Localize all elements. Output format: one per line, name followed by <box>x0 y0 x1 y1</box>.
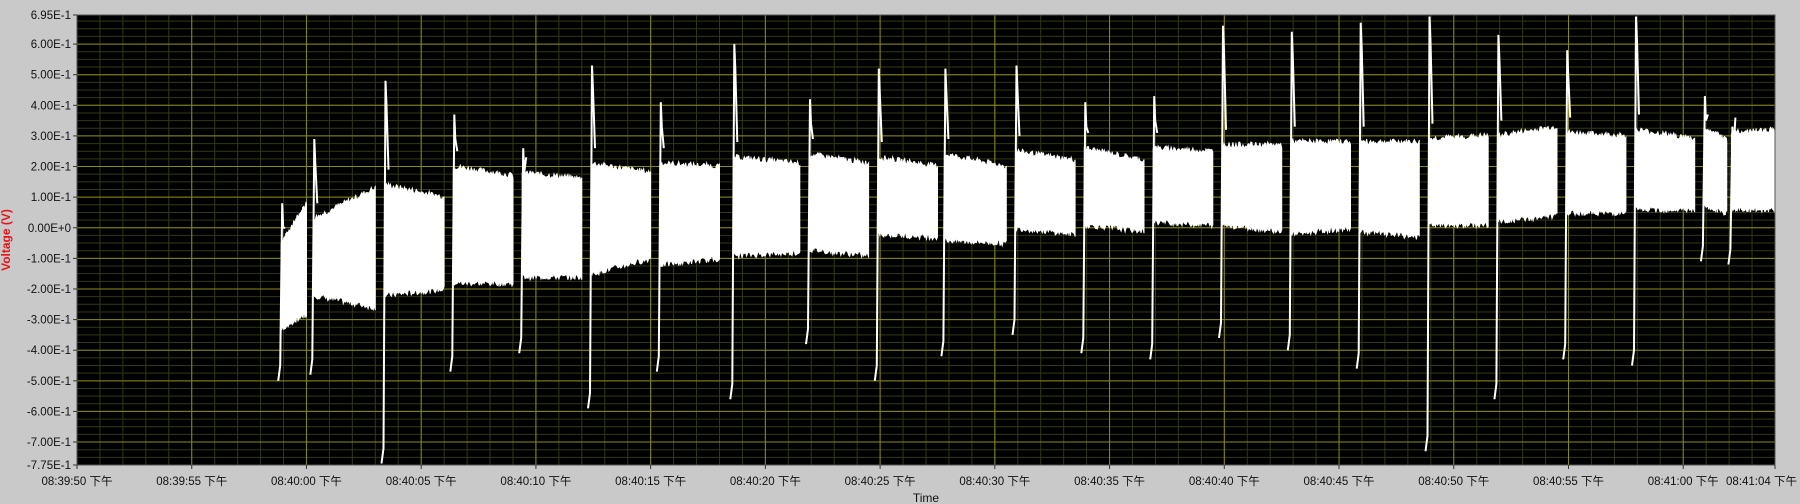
voltage-band-segment <box>590 161 652 276</box>
transient-spike <box>309 138 319 375</box>
y-tick-label: 5.00E-1 <box>31 70 71 82</box>
x-tick-label: 08:40:25 下午 <box>845 475 916 488</box>
voltage-band-segment <box>1703 127 1728 217</box>
transient-spike <box>277 203 286 381</box>
x-tick-label: 08:40:10 下午 <box>500 475 571 488</box>
transient-spike <box>1355 22 1365 369</box>
transient-spike <box>655 102 665 372</box>
x-tick-label: 08:40:30 下午 <box>959 475 1030 488</box>
x-tick-label: 08:40:45 下午 <box>1304 475 1375 488</box>
voltage-band-segment <box>808 151 870 259</box>
voltage-band-segment <box>1496 125 1558 224</box>
transient-spike <box>1149 96 1159 360</box>
y-tick-label: -4.00E-1 <box>27 345 71 357</box>
voltage-band-segment <box>452 163 514 288</box>
transient-spike <box>1493 34 1503 400</box>
y-tick-label: 2.00E-1 <box>31 162 71 174</box>
y-tick-label: 6.95E-1 <box>31 10 71 22</box>
voltage-band-segment <box>280 201 307 331</box>
voltage-band-segment <box>1428 131 1489 230</box>
x-axis-label: Time <box>913 491 940 504</box>
y-tick-label: -5.00E-1 <box>27 376 71 388</box>
transient-spike <box>587 65 596 409</box>
voltage-band-segment <box>659 160 720 268</box>
y-tick-label: -7.00E-1 <box>27 437 71 449</box>
transient-spike <box>1424 16 1434 452</box>
x-tick-label: 08:41:04 下午 <box>1726 475 1797 488</box>
y-tick-label: 1.00E-1 <box>31 192 71 204</box>
y-axis-ticks: 6.95E-1 6.00E-1 5.00E-1 4.00E-1 3.00E-1 2.00E… <box>27 10 77 472</box>
voltage-band-segment <box>1221 140 1283 235</box>
voltage-band-segment <box>1634 127 1696 214</box>
transient-spike <box>940 68 950 357</box>
x-tick-label: 08:39:55 下午 <box>156 475 227 488</box>
x-tick-label: 08:40:15 下午 <box>615 475 686 488</box>
y-tick-label: 0.00E+0 <box>28 223 71 235</box>
x-tick-label: 08:40:35 下午 <box>1074 475 1145 488</box>
voltage-band-segment <box>1565 128 1627 217</box>
voltage-band-segment <box>1730 126 1776 214</box>
plot-border <box>76 14 1776 466</box>
y-tick-label: -3.00E-1 <box>27 315 71 327</box>
transient-spike <box>1562 50 1572 360</box>
y-tick-label: -1.00E-1 <box>27 253 71 265</box>
x-tick-label: 08:40:40 下午 <box>1189 475 1260 488</box>
voltage-band-segment <box>877 154 938 242</box>
x-tick-label: 08:40:20 下午 <box>730 475 801 488</box>
voltage-band-segment <box>384 181 445 298</box>
y-tick-label: 6.00E-1 <box>31 39 71 51</box>
transient-spike <box>1727 117 1737 265</box>
x-tick-label: 08:39:50 下午 <box>42 475 113 488</box>
y-axis-label: Voltage (V) <box>0 209 13 271</box>
y-tick-label: -7.75E-1 <box>27 460 71 472</box>
voltage-band-segment <box>943 153 1007 248</box>
voltage-trace <box>277 16 1776 464</box>
y-tick-label: -2.00E-1 <box>27 284 71 296</box>
transient-spike <box>1218 25 1227 339</box>
transient-spike <box>1699 96 1709 262</box>
voltage-band-segment <box>1083 145 1145 234</box>
x-tick-label: 08:41:00 下午 <box>1648 475 1719 488</box>
y-tick-label: 3.00E-1 <box>31 131 71 143</box>
transient-spike <box>873 68 883 381</box>
transient-spike <box>1011 65 1021 336</box>
voltage-band-segment <box>312 185 376 311</box>
x-axis-ticks: 08:39:50 下午 08:39:55 下午 08:40:00 下午 08:40:0… <box>42 465 1797 488</box>
transient-spike <box>1631 16 1640 366</box>
transient-spike <box>380 80 390 464</box>
y-tick-label: 4.00E-1 <box>31 100 71 112</box>
voltage-band-segment <box>1290 137 1351 237</box>
transient-spike <box>805 99 814 345</box>
x-tick-label: 08:40:50 下午 <box>1418 475 1489 488</box>
transient-spike <box>729 44 739 400</box>
transient-spike <box>1286 31 1296 351</box>
voltage-band-segment <box>521 168 583 282</box>
voltage-band-segment <box>732 153 801 260</box>
voltage-band-segment <box>1015 148 1076 237</box>
transient-spike <box>518 148 528 354</box>
transient-spike <box>449 114 459 372</box>
x-tick-label: 08:40:55 下午 <box>1533 475 1604 488</box>
transient-spike <box>1080 102 1090 354</box>
y-tick-label: -6.00E-1 <box>27 406 71 418</box>
x-tick-label: 08:40:05 下午 <box>386 475 457 488</box>
x-tick-label: 08:40:00 下午 <box>271 475 342 488</box>
voltage-band-segment <box>1359 138 1420 240</box>
voltage-band-segment <box>1152 144 1214 230</box>
